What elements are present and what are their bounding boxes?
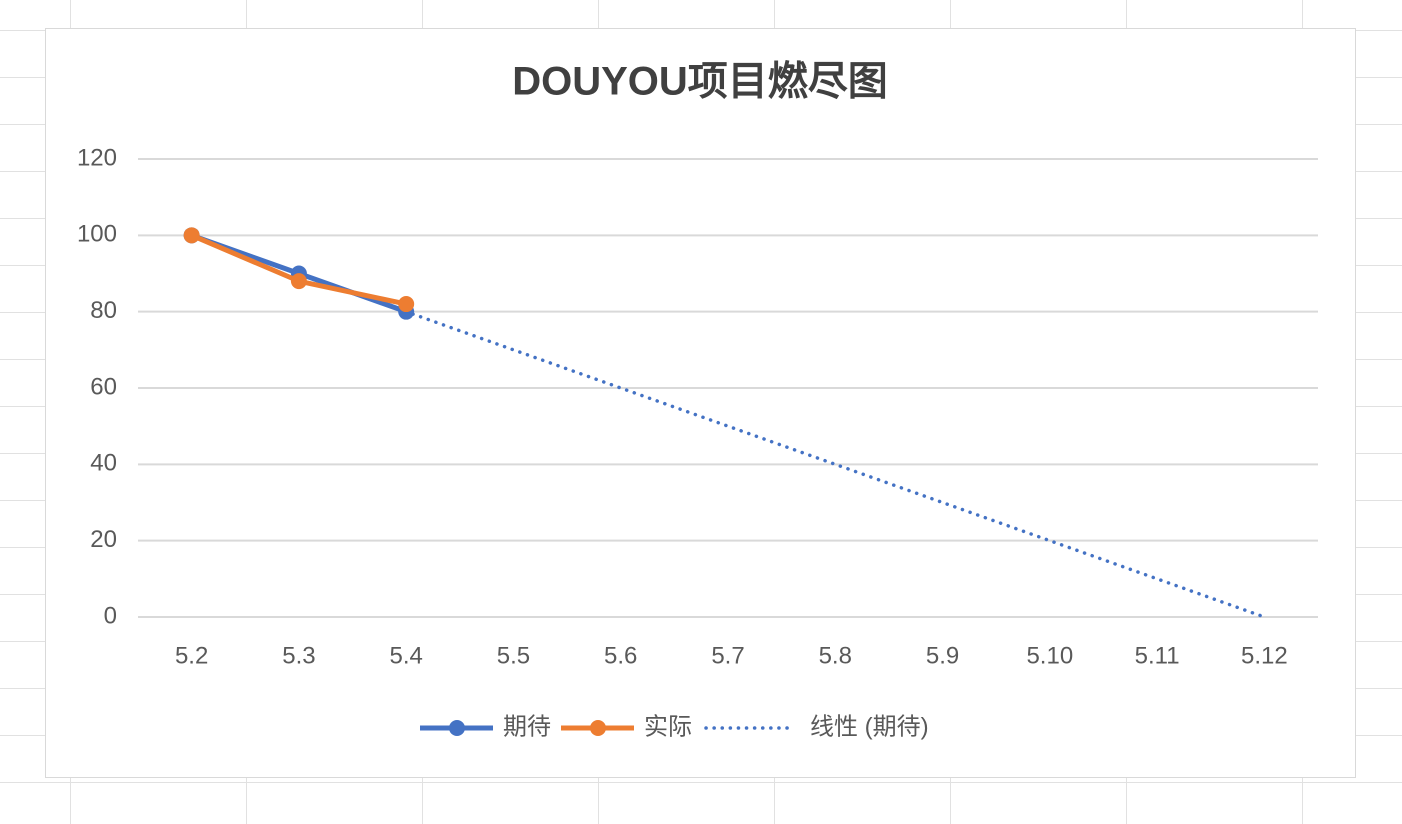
- y-tick-label: 20: [90, 526, 117, 553]
- x-tick-label: 5.2: [175, 642, 208, 669]
- y-tick-label: 40: [90, 450, 117, 477]
- y-tick-label: 80: [90, 297, 117, 324]
- x-tick-label: 5.7: [711, 642, 744, 669]
- legend-label: 线性 (期待): [810, 713, 929, 740]
- point: [183, 227, 200, 244]
- legend-label: 实际: [644, 713, 692, 740]
- y-tick-label: 60: [90, 373, 117, 400]
- y-tick-label: 0: [104, 602, 117, 629]
- legend-label: 期待: [503, 713, 551, 740]
- x-tick-label: 5.9: [926, 642, 959, 669]
- chart-title: DOUYOU项目燃尽图: [512, 60, 888, 104]
- point: [398, 296, 415, 313]
- point: [290, 273, 307, 290]
- x-tick-label: 5.4: [389, 642, 422, 669]
- x-tick-label: 5.8: [819, 642, 852, 669]
- trend-line: [189, 233, 1267, 619]
- legend-marker: [449, 720, 465, 736]
- y-tick-label: 120: [77, 144, 117, 171]
- y-tick-label: 100: [77, 221, 117, 248]
- chart-frame: [45, 28, 1356, 778]
- x-tick-label: 5.12: [1241, 642, 1288, 669]
- x-tick-label: 5.11: [1135, 642, 1180, 669]
- legend-marker: [590, 720, 606, 736]
- x-tick-label: 5.6: [604, 642, 637, 669]
- x-tick-label: 5.10: [1026, 642, 1073, 669]
- x-tick-label: 5.5: [497, 642, 530, 669]
- chart: DOUYOU项目燃尽图 0 20 40 60 80 100 120 5.2 5.3 5.4 5.5 5…: [45, 28, 1356, 778]
- x-tick-label: 5.3: [282, 642, 315, 669]
